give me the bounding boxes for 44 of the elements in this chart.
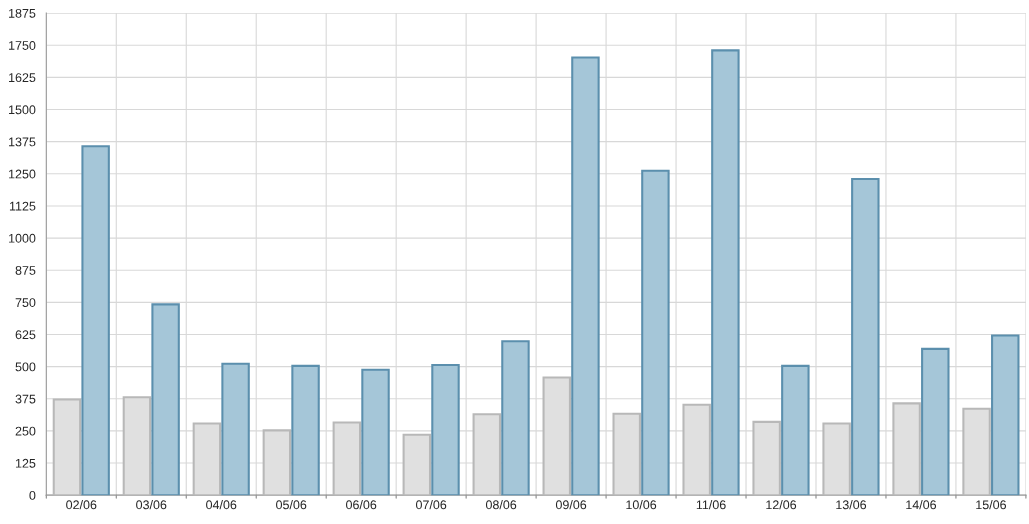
bar xyxy=(221,362,250,496)
y-tick-label: 375 xyxy=(15,394,36,404)
x-tick-label: 11/06 xyxy=(696,500,726,510)
x-tick-label: 13/06 xyxy=(836,500,867,510)
y-tick-label: 875 xyxy=(15,266,36,275)
x-tick-label: 03/06 xyxy=(136,500,167,510)
x-tick-label: 04/06 xyxy=(206,500,237,510)
y-tick-label: 625 xyxy=(15,330,36,340)
x-tick-label: 06/06 xyxy=(346,500,377,510)
bar xyxy=(151,303,180,496)
bar xyxy=(571,56,600,496)
y-tick-label: 1375 xyxy=(9,137,36,147)
x-tick-label: 14/06 xyxy=(906,500,937,510)
bar xyxy=(501,340,530,496)
x-tick-label: 15/06 xyxy=(976,500,1007,510)
y-tick-label: 1500 xyxy=(9,105,36,115)
bar xyxy=(641,169,670,496)
bar xyxy=(711,49,740,496)
x-tick-label: 07/06 xyxy=(416,500,447,510)
bar xyxy=(291,364,320,496)
x-tick-label: 08/06 xyxy=(485,500,517,510)
y-tick-label: 125 xyxy=(15,458,36,468)
x-tick-label: 02/06 xyxy=(66,500,97,510)
bar xyxy=(431,364,460,496)
bar xyxy=(991,334,1020,496)
bar xyxy=(851,177,880,496)
x-tick-label: 10/06 xyxy=(626,500,657,510)
y-tick-label: 250 xyxy=(15,426,36,436)
y-tick-label: 0 xyxy=(29,490,36,500)
x-tick-label: 12/06 xyxy=(766,500,797,510)
y-tick-label: 1750 xyxy=(9,41,36,50)
x-tick-label: 09/06 xyxy=(555,500,587,510)
bar xyxy=(361,368,390,496)
y-tick-label: 1875 xyxy=(9,8,36,18)
y-tick-label: 1000 xyxy=(9,233,36,243)
bar xyxy=(81,145,110,496)
y-tick-label: 500 xyxy=(15,362,36,372)
y-tick-label: 1625 xyxy=(9,73,36,83)
y-tick-label: 750 xyxy=(15,298,36,307)
y-tick-label: 1125 xyxy=(9,201,36,211)
y-tick-label: 1250 xyxy=(9,169,36,179)
bar xyxy=(781,364,810,496)
bar xyxy=(921,347,950,496)
x-tick-label: 05/06 xyxy=(276,500,307,510)
